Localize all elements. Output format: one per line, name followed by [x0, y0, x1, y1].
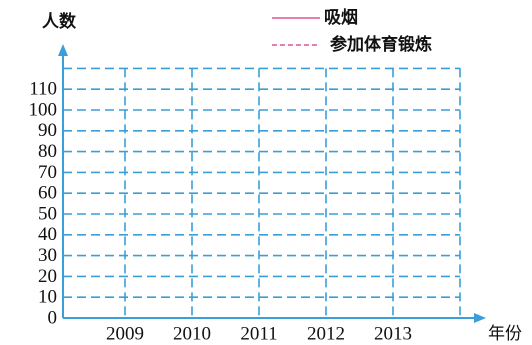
x-axis-arrow: [474, 313, 486, 323]
y-tick-label: 60: [38, 183, 57, 204]
y-axis-arrow: [58, 44, 68, 56]
legend-label: 吸烟: [324, 7, 358, 28]
y-axis-label: 人数: [42, 11, 77, 32]
x-tick-label: 2010: [173, 323, 211, 344]
x-tick-label: 2009: [106, 323, 144, 344]
y-tick-label: 100: [29, 99, 58, 120]
x-tick-label: 2013: [374, 323, 412, 344]
x-tick-label: 2011: [240, 323, 277, 344]
y-tick-label: 110: [29, 79, 57, 100]
y-tick-label: 70: [38, 162, 57, 183]
x-axis-label: 年份: [488, 324, 522, 344]
y-tick-label: 80: [38, 141, 57, 162]
y-tick-label: 0: [48, 307, 58, 328]
y-tick-label: 10: [38, 287, 57, 308]
x-tick-label: 2012: [307, 323, 345, 344]
y-tick-label: 90: [38, 120, 57, 141]
y-tick-label: 20: [38, 266, 57, 287]
y-tick-label: 40: [38, 224, 57, 245]
legend-label: 参加体育锻炼: [330, 34, 432, 55]
y-tick-label: 30: [38, 245, 57, 266]
y-tick-label: 50: [38, 203, 57, 224]
